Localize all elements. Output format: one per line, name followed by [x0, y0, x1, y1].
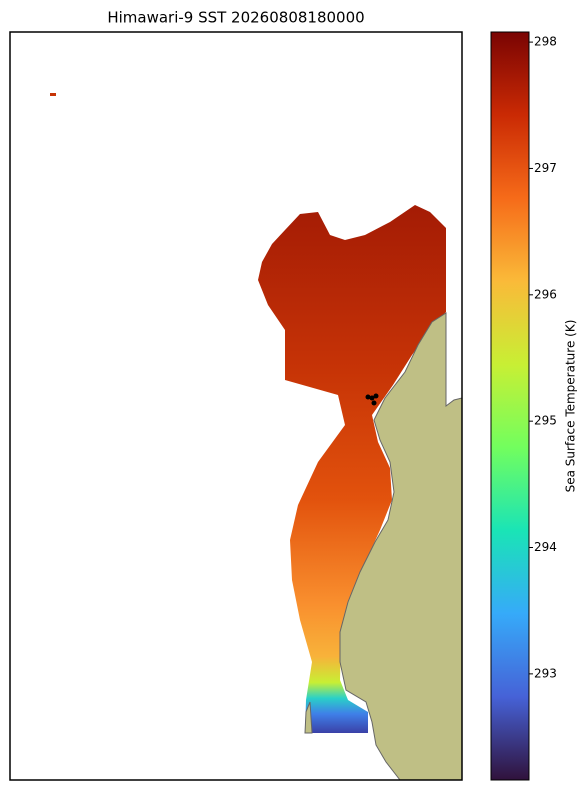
dot [365, 394, 371, 400]
dot [369, 395, 375, 401]
land [339, 312, 462, 780]
colorbar-tick-label: 296 [534, 287, 557, 301]
colorbar-label: Sea Surface Temperature (K) [564, 320, 578, 493]
title: Himawari-9 SST 20260808180000 [107, 9, 364, 27]
map [50, 93, 462, 780]
dot [373, 393, 379, 399]
colorbar [490, 31, 530, 781]
map-frame [9, 31, 463, 781]
colorbar-tick-label: 293 [534, 666, 557, 680]
colorbar-tick-label: 294 [534, 540, 557, 554]
colorbar-tick-label: 295 [534, 414, 557, 428]
colorbar-tick-label: 298 [534, 35, 557, 49]
sst-pixel [50, 93, 56, 96]
dot [371, 400, 377, 406]
colorbar-tick-label: 297 [534, 161, 557, 175]
sst-field [258, 205, 446, 733]
islet [304, 701, 313, 734]
